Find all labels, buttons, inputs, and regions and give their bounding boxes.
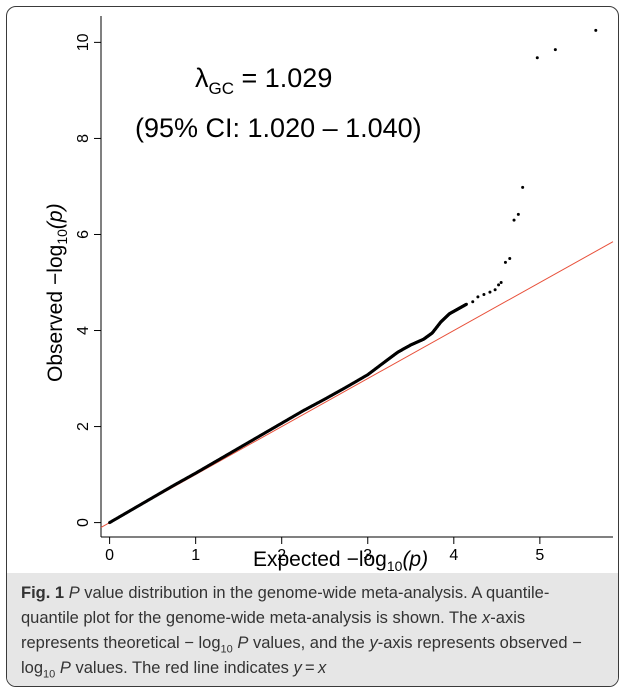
lambda-value: = 1.029 (234, 63, 332, 93)
y-ticks: 0 2 4 6 8 10 (75, 33, 101, 527)
x-tick-label: 3 (363, 547, 372, 564)
y-tick-label: 6 (75, 230, 92, 239)
qq-point (493, 288, 497, 292)
qq-point (464, 302, 468, 306)
figure-caption: Fig. 1 P value distribution in the genom… (7, 573, 618, 686)
x-tick-label: 5 (535, 547, 544, 564)
qq-plot: 0 1 2 3 4 5 0 2 4 6 8 10 λGC = 1.029 (95% CI: 1.02… (44, 16, 614, 573)
qq-point (499, 281, 503, 285)
caption-sub-10-a: 10 (220, 643, 233, 656)
x-axis-log: −log (347, 548, 387, 571)
lambda-subscript: GC (209, 79, 235, 98)
caption-body-2: -axis represents theoretical − log (21, 609, 526, 652)
caption-sub-10-b: 10 (43, 668, 56, 681)
caption-body-3: values, and the (248, 634, 370, 652)
qq-point (476, 295, 480, 299)
qq-point (512, 218, 516, 222)
y-axis-log-arg: (p) (44, 203, 67, 229)
caption-body-1: A quantile-quantile plot for the genome-… (21, 584, 550, 627)
qq-point (516, 212, 520, 216)
x-axis-log-subscript: 10 (387, 558, 403, 573)
qq-point (503, 260, 507, 264)
x-axis-label: Expected (253, 548, 341, 571)
caption-label: Fig. 1 (21, 584, 65, 602)
y-tick-label: 8 (75, 134, 92, 143)
y-axis-label: Observed (44, 291, 67, 382)
x-tick-label: 4 (449, 547, 458, 564)
ci-annotation: (95% CI: 1.020 – 1.040) (135, 113, 422, 143)
lambda-symbol: λ (195, 63, 209, 93)
y-tick-label: 10 (75, 33, 92, 51)
y-tick-label: 4 (75, 326, 92, 335)
x-tick-label: 0 (105, 547, 114, 564)
qq-point (594, 28, 598, 32)
qq-point (497, 283, 501, 287)
y-axis-title: Observed −log10(p) (44, 203, 70, 382)
caption-body-4: -axis represents observed − log (21, 634, 582, 677)
y-axis-log-subscript: 10 (54, 229, 70, 245)
caption-x-letter: x (482, 609, 491, 627)
qq-point (482, 293, 486, 297)
qq-point (521, 185, 525, 189)
caption-eq-mid: = (301, 659, 318, 677)
qq-point (553, 48, 557, 52)
qq-point (471, 300, 475, 304)
x-tick-label: 2 (277, 547, 286, 564)
caption-y-letter: y (369, 634, 378, 652)
qq-point (535, 56, 539, 60)
caption-p-2: P (237, 634, 249, 652)
y-axis-log: −log (44, 245, 67, 285)
x-tick-label: 1 (191, 547, 200, 564)
caption-p-3: P (59, 659, 71, 677)
caption-title: value distribution in the genome-wide me… (79, 584, 468, 602)
qq-point (508, 256, 512, 260)
y-tick-label: 2 (75, 422, 92, 431)
caption-eq-x: x (317, 659, 327, 677)
data-points (108, 28, 598, 525)
x-ticks: 0 1 2 3 4 5 (105, 537, 544, 564)
lambda-annotation: λGC = 1.029 (195, 63, 332, 98)
caption-eq-y: y (293, 659, 302, 677)
caption-body-5: values. The red line indicates (70, 659, 294, 677)
qq-point (488, 290, 492, 294)
x-axis-log-arg: (p) (402, 548, 428, 571)
y-tick-label: 0 (75, 518, 92, 527)
x-axis-title: Expected −log10(p) (253, 548, 428, 573)
figure-frame: 0 1 2 3 4 5 0 2 4 6 8 10 λGC = 1.029 (95% CI: 1.02… (6, 6, 619, 687)
caption-p: P (68, 584, 80, 602)
